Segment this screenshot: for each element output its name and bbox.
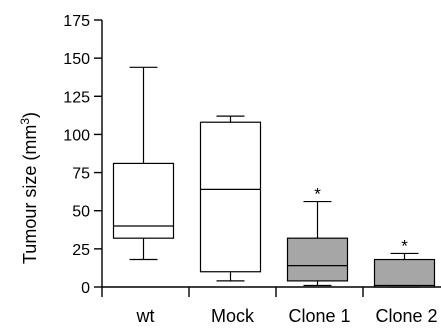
y-axis-label-text: Tumour size (mm bbox=[20, 125, 40, 264]
y-axis-label-close: ) bbox=[20, 112, 40, 118]
box-clone-2: * bbox=[375, 236, 435, 287]
y-tick-label: 100 bbox=[63, 127, 90, 144]
x-tick-label: Clone 1 bbox=[288, 306, 350, 326]
significance-marker: * bbox=[314, 185, 321, 204]
boxes: ** bbox=[114, 67, 435, 287]
box-wt bbox=[114, 67, 174, 259]
box-mock bbox=[201, 116, 261, 281]
y-tick-label: 0 bbox=[81, 280, 90, 297]
y-axis: 0 25 50 75 100 125 150 175 bbox=[63, 13, 102, 297]
iqr-box bbox=[375, 260, 435, 287]
iqr-box bbox=[201, 122, 261, 272]
y-tick-label: 50 bbox=[72, 204, 90, 221]
iqr-box bbox=[114, 163, 174, 238]
box-clone-1: * bbox=[288, 185, 348, 286]
y-tick-label: 150 bbox=[63, 51, 90, 68]
x-tick-label: Clone 2 bbox=[375, 306, 437, 326]
x-tick-label: wt bbox=[136, 306, 155, 326]
iqr-box bbox=[288, 238, 348, 281]
y-tick-label: 75 bbox=[72, 166, 90, 183]
y-tick-label: 125 bbox=[63, 89, 90, 106]
y-tick-label: 25 bbox=[72, 242, 90, 259]
x-axis: wt Mock Clone 1 Clone 2 bbox=[102, 287, 441, 326]
y-axis-label: Tumour size (mm3) bbox=[18, 112, 40, 264]
y-tick-label: 175 bbox=[63, 13, 90, 30]
significance-marker: * bbox=[401, 236, 408, 255]
x-tick-label: Mock bbox=[211, 306, 255, 326]
